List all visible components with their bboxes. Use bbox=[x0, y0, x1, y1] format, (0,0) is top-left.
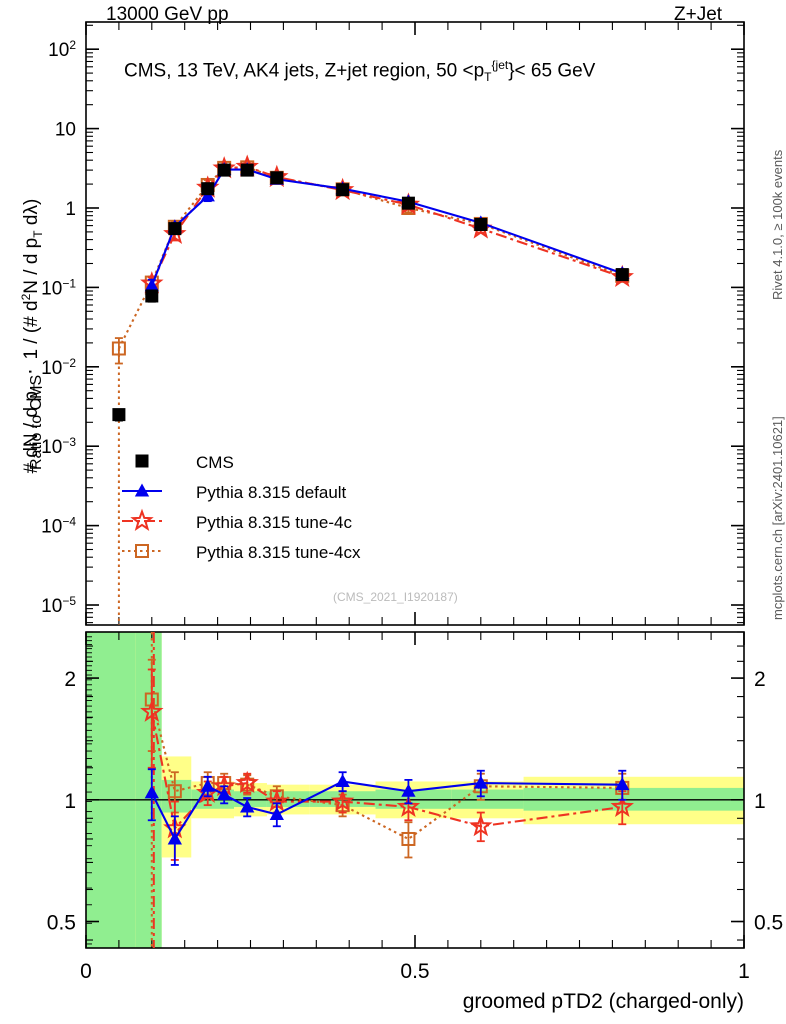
main-cms-marker bbox=[240, 163, 254, 177]
y-tick-label-ratio-right: 2 bbox=[754, 668, 766, 691]
main-cms-marker bbox=[217, 163, 231, 177]
svg-text:10−5: 10−5 bbox=[41, 594, 76, 617]
svg-text:10−4: 10−4 bbox=[41, 515, 76, 538]
svg-text:102: 102 bbox=[48, 38, 76, 61]
ratio-pythia-8-315-tune-4c-marker bbox=[140, 699, 164, 722]
svg-text:10−2: 10−2 bbox=[41, 356, 76, 379]
header-process-label: Z+Jet bbox=[674, 4, 723, 25]
ratio-pythia-8-315-default-marker bbox=[401, 783, 416, 797]
main-cms-marker bbox=[168, 222, 182, 236]
ratio-pythia-8-315-default-marker bbox=[335, 773, 350, 787]
legend-marker-3 bbox=[135, 544, 149, 558]
ratio-pythia-8-315-default-line bbox=[150, 780, 623, 842]
title-superscript: {jet bbox=[491, 58, 509, 72]
legend-marker-1 bbox=[134, 483, 150, 497]
legend-marker-0 bbox=[135, 454, 149, 468]
main-cms-marker bbox=[401, 196, 415, 210]
header-beam-label: 13000 GeV pp bbox=[106, 4, 229, 25]
y-tick-label-main: 1 bbox=[65, 199, 76, 220]
ratio-pythia-8-315-default-marker bbox=[269, 806, 284, 820]
main-pythia-8-315-tune-4c-line bbox=[150, 165, 623, 284]
ratio-pythia-8-315-tune-4cx-line bbox=[150, 699, 623, 841]
main-cms-marker bbox=[474, 217, 488, 231]
ratio-pythia-8-315-default-marker bbox=[144, 785, 159, 799]
x-axis-title: groomed pTD2 (charged-only) bbox=[463, 990, 744, 1013]
ratio-pythia-8-315-default-marker bbox=[217, 787, 232, 801]
ratio-band-inner bbox=[86, 632, 136, 948]
svg-text:10: 10 bbox=[55, 120, 76, 141]
y-tick-label-main: 10−4 bbox=[41, 515, 76, 538]
x-tick-label: 0.5 bbox=[400, 960, 429, 983]
ratio-pythia-8-315-tune-4c-line bbox=[150, 711, 623, 831]
main-panel-frame bbox=[85, 21, 745, 626]
legend-label-2: Pythia 8.315 tune-4c bbox=[196, 513, 352, 532]
legend-label-0: CMS bbox=[196, 453, 234, 472]
title-subscript: T bbox=[484, 70, 492, 85]
y-tick-label-ratio-left: 0.5 bbox=[47, 912, 76, 935]
svg-text:10−3: 10−3 bbox=[41, 435, 76, 458]
svg-text:10−1: 10−1 bbox=[41, 276, 76, 299]
analysis-watermark: (CMS_2021_I1920187) bbox=[333, 590, 458, 604]
main-axis-label: # dN / d pT ⋅ 1 / (# d2N / d pT dλ) bbox=[19, 199, 45, 474]
ratio-band-inner bbox=[135, 632, 162, 948]
main-cms-marker bbox=[336, 183, 350, 197]
y-tick-label-main: 10−2 bbox=[41, 356, 76, 379]
y-tick-label-main: 10−3 bbox=[41, 435, 76, 458]
ratio-pythia-8-315-default-marker bbox=[167, 831, 182, 845]
y-tick-label-main: 102 bbox=[48, 38, 76, 61]
ratio-pythia-8-315-tune-4cx-marker bbox=[167, 784, 182, 799]
svg-text:1: 1 bbox=[65, 199, 76, 220]
y-tick-label-main: 10−1 bbox=[41, 276, 76, 299]
legend-label-1: Pythia 8.315 default bbox=[196, 483, 347, 502]
y-tick-label-ratio-left: 1 bbox=[64, 790, 76, 813]
ratio-pythia-8-315-tune-4c-marker bbox=[396, 794, 421, 817]
y-tick-label-main: 10−5 bbox=[41, 594, 76, 617]
page-title: CMS, 13 TeV, AK4 jets, Z+jet region, 50 … bbox=[124, 58, 595, 84]
ratio-pythia-8-315-tune-4c-marker bbox=[235, 770, 259, 794]
main-pythia-8-315-tune-4c-marker bbox=[163, 221, 187, 245]
y-tick-label-ratio-right: 1 bbox=[754, 790, 766, 813]
svg-text:# dN / d pT ⋅ 1 / (# d2N / d: # dN / d pT ⋅ 1 / (# d2N / d pT dλ) bbox=[19, 199, 45, 474]
title-suffix: }< 65 GeV bbox=[508, 60, 596, 82]
main-cms-marker bbox=[112, 408, 126, 422]
ratio-pythia-8-315-default-marker bbox=[473, 775, 488, 789]
main-pythia-8-315-default-marker bbox=[144, 278, 159, 292]
ratio-pythia-8-315-tune-4c-marker bbox=[610, 794, 634, 817]
ratio-pythia-8-315-tune-4c-marker bbox=[469, 813, 493, 837]
main-cms-marker bbox=[145, 289, 159, 303]
ratio-pythia-8-315-tune-4c-marker bbox=[330, 789, 355, 812]
y-tick-label-main: 10 bbox=[55, 120, 76, 141]
y-tick-label-ratio-left: 2 bbox=[64, 668, 76, 691]
title-prefix: CMS, 13 TeV, AK4 jets, Z+jet region, 50 … bbox=[124, 60, 485, 82]
main-cms-marker bbox=[615, 268, 629, 282]
main-pythia-8-315-tune-4cx-marker bbox=[111, 341, 126, 356]
ratio-pythia-8-315-tune-4cx-marker bbox=[401, 831, 416, 846]
main-cms-marker bbox=[201, 182, 215, 196]
ratio-pythia-8-315-default-marker bbox=[615, 777, 630, 791]
ratio-pythia-8-315-default-marker bbox=[240, 799, 255, 813]
x-tick-label: 0 bbox=[80, 960, 92, 983]
x-tick-label: 1 bbox=[738, 960, 750, 983]
legend-marker-2 bbox=[130, 508, 154, 531]
ratio-pythia-8-315-default-marker bbox=[200, 778, 215, 792]
y-tick-label-ratio-right: 0.5 bbox=[754, 912, 783, 935]
legend-label-3: Pythia 8.315 tune-4cx bbox=[196, 543, 361, 562]
main-pythia-8-315-default-line bbox=[150, 168, 623, 287]
main-cms-marker bbox=[270, 171, 284, 185]
